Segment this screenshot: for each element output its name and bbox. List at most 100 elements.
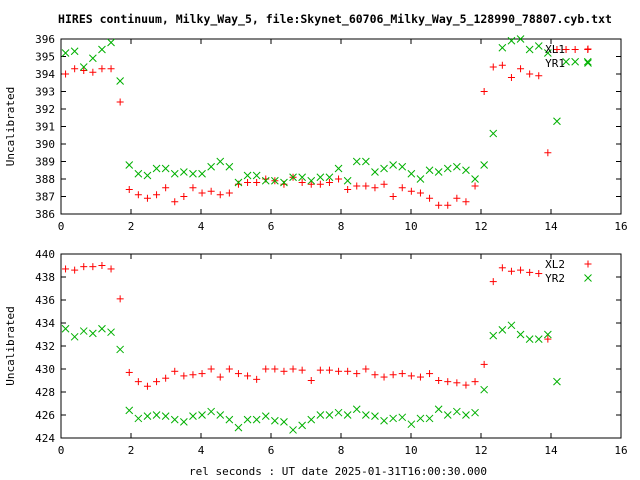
data-point	[98, 262, 106, 269]
data-point	[553, 117, 561, 126]
data-point	[70, 47, 79, 56]
data-point	[343, 176, 352, 185]
cross-marker-b	[225, 415, 234, 424]
cross-marker-b	[189, 412, 197, 421]
data-point	[289, 365, 297, 373]
data-point	[179, 168, 188, 176]
data-point	[179, 418, 188, 426]
cross-marker-b	[79, 63, 88, 71]
data-point	[207, 365, 215, 373]
data-point	[261, 176, 270, 185]
cross-marker-b	[471, 408, 479, 417]
data-point	[507, 74, 515, 81]
cross-marker-b	[416, 175, 425, 183]
data-point	[244, 179, 252, 186]
data-point	[298, 173, 307, 182]
cross-marker-b	[480, 385, 489, 394]
cross-marker-b	[507, 36, 516, 45]
cross-marker-b	[553, 377, 561, 386]
cross-marker-b	[125, 406, 134, 415]
data-point	[352, 157, 361, 166]
x-tick-label: 12	[474, 444, 487, 457]
data-point	[416, 189, 424, 197]
cross-marker-b	[280, 418, 288, 426]
bottom-panel: 0 2 4 6 8 10 12 14 16 424 426 428 430 432 434 436 438 440…	[4, 248, 628, 457]
cross-marker-b	[207, 407, 216, 416]
data-point	[398, 162, 407, 171]
cross-marker-b	[161, 412, 170, 421]
data-point	[325, 179, 333, 186]
cross-marker-b	[298, 173, 307, 182]
data-point	[307, 377, 315, 384]
cross-marker-b	[79, 327, 88, 335]
y-tick-label: 395	[35, 51, 55, 64]
data-point	[362, 365, 370, 373]
legend-label: XL1	[545, 43, 565, 56]
data-point	[289, 426, 297, 434]
data-point	[116, 345, 125, 354]
series-xl1	[62, 46, 592, 209]
x-tick-label: 4	[198, 444, 205, 457]
data-point	[371, 371, 379, 379]
data-point	[98, 65, 106, 73]
cross-marker-b	[170, 415, 179, 424]
cross-marker-b	[343, 176, 352, 185]
cross-marker-b	[116, 77, 125, 85]
data-point	[380, 180, 388, 188]
data-point	[98, 45, 106, 54]
data-point	[335, 175, 343, 183]
x-tick-label: 0	[58, 444, 65, 457]
data-point	[489, 63, 497, 71]
y-tick-label: 440	[35, 248, 55, 261]
data-point	[462, 381, 470, 389]
cross-marker-b	[498, 326, 507, 334]
cross-marker-b	[134, 414, 143, 423]
data-point	[544, 335, 552, 343]
data-point	[216, 157, 225, 166]
x-tick-label: 4	[198, 220, 205, 233]
x-tick-label: 16	[614, 220, 627, 233]
y-tick-label: 436	[35, 294, 55, 307]
data-point	[507, 321, 516, 330]
data-point	[189, 371, 197, 379]
data-point	[325, 366, 333, 374]
data-point	[443, 164, 452, 173]
data-point	[389, 371, 397, 379]
data-point	[398, 370, 406, 378]
data-point	[280, 178, 288, 187]
data-point	[125, 406, 134, 415]
x-tick-label: 8	[338, 444, 345, 457]
data-point	[116, 295, 124, 303]
data-point	[216, 373, 224, 381]
cross-marker-b	[170, 169, 179, 178]
cross-marker-b	[361, 411, 370, 419]
cross-marker-b	[562, 57, 570, 66]
data-point	[534, 335, 543, 343]
data-point	[371, 168, 379, 176]
plot-frame	[60, 38, 622, 215]
cross-marker-b	[225, 162, 234, 171]
data-point	[134, 414, 143, 423]
data-point	[489, 129, 498, 138]
data-point	[198, 411, 206, 419]
data-point	[298, 421, 307, 430]
y-tick-label: 428	[35, 386, 55, 399]
data-point	[562, 57, 570, 66]
cross-marker-b	[307, 415, 316, 424]
cross-marker-b	[270, 176, 279, 185]
data-point	[543, 49, 552, 57]
cross-marker-b	[252, 171, 261, 180]
y-axis-label: Uncalibrated	[4, 306, 17, 385]
data-point	[207, 162, 216, 171]
data-point	[407, 169, 416, 178]
data-point	[189, 169, 197, 178]
series-yr1	[61, 35, 592, 187]
cross-marker-b	[179, 168, 188, 176]
data-point	[526, 268, 534, 276]
data-point	[525, 45, 534, 54]
cross-marker-b	[462, 411, 470, 419]
data-point	[517, 65, 525, 73]
data-point	[216, 411, 225, 419]
data-point	[253, 375, 261, 383]
data-point	[225, 189, 233, 197]
